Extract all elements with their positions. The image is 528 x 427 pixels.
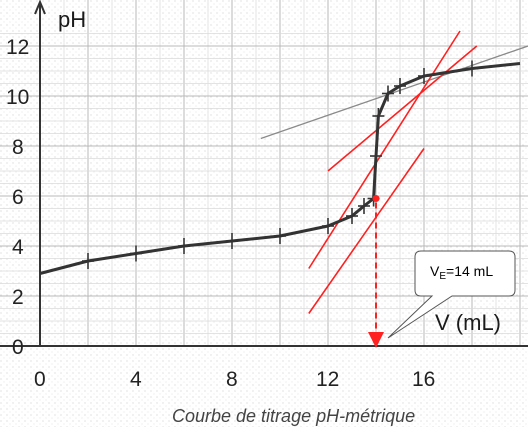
x-tick-label: 4 bbox=[130, 368, 142, 391]
y-tick-label: 6 bbox=[12, 186, 24, 209]
x-tick-label: 12 bbox=[316, 368, 339, 391]
x-tick-label: 8 bbox=[226, 368, 238, 391]
y-axis-arrow bbox=[34, 0, 46, 15]
equivalence-marker bbox=[368, 195, 384, 348]
equivalence-point bbox=[372, 195, 380, 202]
tangent-line bbox=[327, 45, 478, 172]
y-tick-label: 4 bbox=[12, 236, 24, 259]
data-point bbox=[274, 228, 286, 244]
y-tick-label: 2 bbox=[12, 286, 24, 309]
data-point bbox=[418, 68, 430, 84]
tangent-line bbox=[308, 148, 425, 314]
y-tick-label: 10 bbox=[6, 86, 29, 109]
y-axis-label: pH bbox=[58, 7, 86, 32]
y-tick-label: 12 bbox=[6, 36, 29, 59]
asymptote-line-segment bbox=[260, 45, 528, 140]
x-tick-label: 16 bbox=[412, 368, 435, 391]
data-point bbox=[372, 108, 385, 124]
data-point bbox=[178, 238, 190, 254]
asymptote-line bbox=[260, 45, 528, 140]
callout-bubble bbox=[387, 250, 516, 339]
x-axis-label: V (mL) bbox=[435, 310, 501, 335]
data-point bbox=[82, 253, 94, 269]
y-tick-label: 0 bbox=[12, 336, 24, 359]
data-point bbox=[370, 148, 382, 164]
tangent-lines bbox=[308, 30, 478, 314]
data-point bbox=[382, 85, 394, 102]
axes bbox=[0, 0, 528, 347]
y-tick-label: 8 bbox=[12, 136, 24, 159]
chart-caption: Courbe de titrage pH-métrique bbox=[172, 406, 415, 426]
equivalence-callout: VE=14 mL bbox=[387, 250, 516, 339]
tick-labels: 0 4 8 12 16 0 2 4 6 8 10 12 bbox=[6, 36, 435, 391]
grid bbox=[0, 0, 528, 347]
data-point bbox=[394, 78, 406, 94]
callout-text: VE=14 mL bbox=[430, 263, 493, 282]
tangent-line bbox=[308, 30, 461, 269]
x-tick-label: 0 bbox=[34, 368, 46, 391]
data-point bbox=[322, 218, 334, 234]
data-point bbox=[466, 60, 478, 77]
data-point bbox=[346, 208, 358, 224]
data-point bbox=[130, 245, 142, 262]
data-point bbox=[226, 233, 238, 249]
data-point bbox=[358, 198, 370, 214]
